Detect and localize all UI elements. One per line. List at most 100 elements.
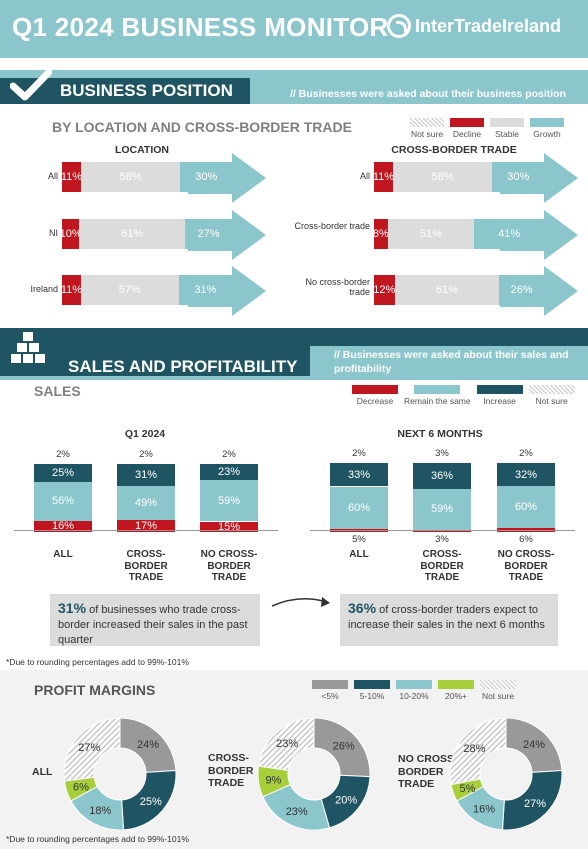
sales-profitability-title: SALES AND PROFITABILITY: [68, 357, 298, 376]
row-label: All: [359, 171, 370, 181]
decline-segment: 11%: [61, 275, 82, 305]
stacked-bar: 12% 61% 26%: [373, 275, 544, 305]
axis-line: [14, 530, 278, 531]
slice-label: 28%: [463, 743, 485, 755]
legend-item: Stable: [490, 118, 524, 139]
callout-left: 31% of businesses who trade cross-border…: [50, 594, 260, 646]
row-label: Ireland: [30, 284, 58, 294]
slice-label: 27%: [78, 742, 100, 754]
not-sure-value: 2%: [56, 449, 70, 461]
legend-item: 5-10%: [354, 680, 390, 701]
legend-label: Decrease: [356, 396, 394, 406]
legend-item: <5%: [312, 680, 348, 701]
sales-footnote: *Due to rounding percentages add to 99%-…: [6, 657, 189, 667]
same-segment: 59%: [413, 488, 471, 530]
logo-text: InterTradeIreland: [415, 15, 562, 36]
slice-label: 27%: [524, 798, 546, 810]
legend-item: Growth: [530, 118, 564, 139]
donut-slice: [258, 718, 315, 771]
slice-label: 16%: [473, 804, 495, 816]
legend-label: Decline: [452, 129, 482, 139]
same-segment: 49%: [117, 485, 175, 521]
decline-segment: 11%: [373, 162, 394, 192]
slice-label: 24%: [137, 739, 159, 751]
increase-segment: 33%: [330, 463, 388, 487]
legend-label: Growth: [533, 129, 561, 139]
increase-segment: 31%: [117, 464, 175, 486]
donut-slice: [121, 769, 176, 830]
boxes-icon: [11, 332, 45, 363]
row-label: All: [47, 171, 58, 181]
logo-icon: [387, 14, 411, 38]
donut-slice: [313, 718, 370, 778]
same-segment: 60%: [497, 485, 555, 528]
group-label: NO CROSS-BORDER TRADE: [200, 549, 258, 583]
row-label: NI: [49, 228, 58, 238]
growth-segment: 30%: [180, 162, 232, 192]
not-sure-value: 2%: [222, 449, 236, 461]
profit-margins-title: PROFIT MARGINS: [34, 682, 156, 698]
donut-label: NO CROSS-BORDER TRADE: [398, 753, 458, 791]
decrease-value: 6%: [519, 534, 533, 545]
donut-label: ALL: [32, 766, 53, 778]
growth-segment: 41%: [474, 219, 544, 249]
increase-segment: 32%: [497, 463, 555, 486]
legend-label: Increase: [483, 396, 516, 406]
stacked-bar: 11% 58% 30%: [373, 162, 544, 192]
callout-left-pct: 31%: [58, 600, 87, 616]
sales-title: SALES: [34, 383, 81, 399]
stable-segment: 51%: [387, 219, 475, 249]
callout-right: 36% of cross-border traders expect to in…: [340, 594, 558, 646]
legend-swatch: [410, 118, 444, 127]
legend-label: Remain the same: [404, 396, 471, 406]
slice-label: 26%: [333, 741, 355, 753]
legend-item: Decline: [450, 118, 484, 139]
growth-segment: 30%: [492, 162, 544, 192]
donut-slice: [450, 718, 507, 786]
decrease-segment: 15%: [200, 521, 258, 533]
legend-item: Not sure: [528, 385, 575, 406]
group-label: ALL: [349, 549, 369, 560]
slice-label: 23%: [276, 738, 298, 750]
legend-swatch: [414, 385, 461, 394]
legend-swatch: [476, 385, 523, 394]
legend-item: Decrease: [352, 385, 398, 406]
page-title: Q1 2024 BUSINESS MONITOR: [12, 12, 389, 42]
slice-label: 20%: [335, 794, 357, 806]
stacked-bar: 11% 58% 30%: [61, 162, 232, 192]
same-segment: 60%: [330, 486, 388, 529]
q1-title: Q1 2024: [124, 428, 166, 440]
decline-segment: 11%: [61, 162, 82, 192]
row-label: Cross-border trade: [294, 221, 370, 231]
profit-margins-legend: <5% 5-10% 10-20% 20%+ Not sure: [312, 680, 522, 701]
legend-item: Remain the same: [404, 385, 471, 406]
group-label: NO CROSS-BORDER TRADE: [497, 549, 555, 583]
business-position-subtitle: BY LOCATION AND CROSS-BORDER TRADE: [52, 119, 352, 135]
legend-item: Not sure: [480, 680, 516, 701]
callout-right-text: of cross-border traders expect to increa…: [348, 604, 545, 631]
growth-segment: 31%: [178, 275, 232, 305]
profit-footnote: *Due to rounding percentages add to 99%-…: [6, 834, 189, 844]
next6-title: NEXT 6 MONTHS: [397, 428, 483, 440]
donut-chart: 26% 20% 23% 9% 23%: [258, 718, 370, 830]
axis-line: [310, 530, 575, 531]
legend-label: 10-20%: [399, 691, 429, 701]
increase-segment: 36%: [413, 463, 471, 489]
donut-slice: [64, 718, 121, 782]
decrease-segment: [497, 527, 555, 532]
legend-label: <5%: [321, 691, 339, 701]
same-segment: 59%: [200, 480, 258, 522]
growth-segment: 26%: [499, 275, 544, 305]
increase-segment: 25%: [34, 464, 92, 482]
same-segment: 56%: [34, 481, 92, 521]
legend-swatch: [354, 680, 390, 689]
stable-segment: 57%: [80, 275, 179, 305]
donut-chart: 24% 25% 18%6% 27%: [64, 718, 176, 830]
sales-legend: Decrease Remain the same Increase Not sure: [352, 385, 581, 406]
legend-label: 20%+: [445, 691, 467, 701]
legend-swatch: [528, 385, 575, 394]
decrease-segment: 17%: [117, 520, 175, 532]
stable-segment: 61%: [79, 219, 186, 249]
stacked-bar: 8% 51% 41%: [373, 219, 544, 249]
legend-swatch: [438, 680, 474, 689]
